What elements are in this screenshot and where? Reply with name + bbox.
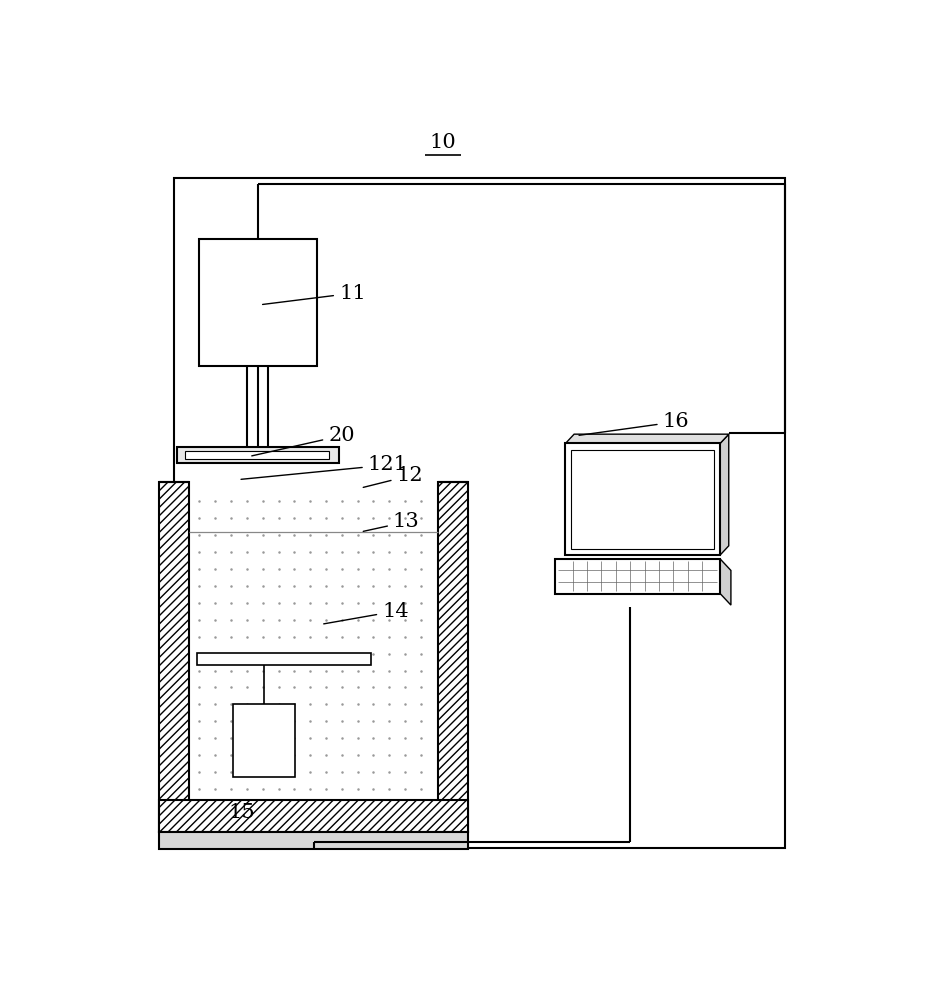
Bar [565, 443, 719, 555]
Bar [234, 704, 294, 777]
Bar [177, 447, 338, 463]
Polygon shape [719, 559, 730, 605]
Text: 16: 16 [578, 412, 689, 435]
Polygon shape [565, 434, 728, 443]
Bar [198, 239, 317, 366]
Text: 14: 14 [324, 602, 408, 624]
Bar [438, 482, 468, 832]
Bar [184, 451, 328, 459]
Bar [197, 653, 371, 665]
Bar [173, 178, 784, 848]
Polygon shape [719, 434, 728, 555]
Text: 15: 15 [228, 804, 255, 822]
Bar [159, 800, 468, 832]
Bar [159, 482, 189, 832]
Bar [571, 450, 714, 549]
Bar [159, 832, 468, 849]
Text: 13: 13 [362, 512, 419, 531]
Bar [554, 559, 719, 594]
Text: 12: 12 [362, 466, 423, 487]
Text: 10: 10 [429, 133, 456, 152]
Text: 121: 121 [241, 455, 407, 479]
Text: 11: 11 [262, 284, 365, 304]
Text: 20: 20 [251, 426, 354, 456]
